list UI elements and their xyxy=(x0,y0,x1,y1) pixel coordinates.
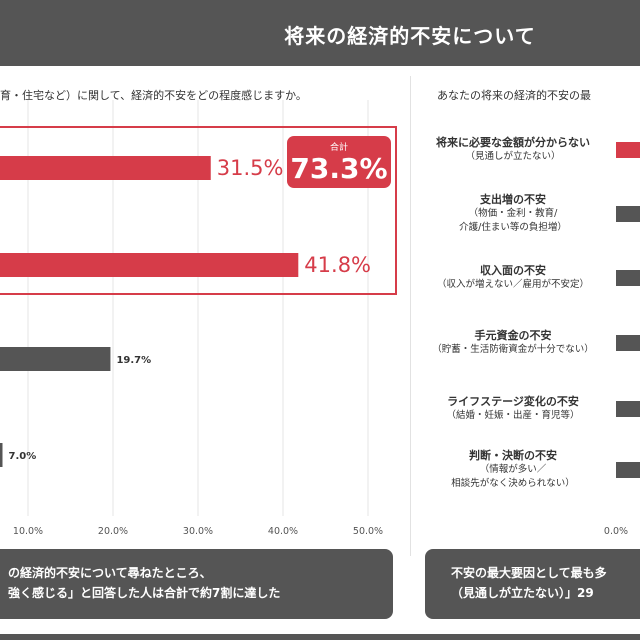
category-sub-text: （情報が多い／ xyxy=(479,464,547,475)
category-sub-text: （結婚・妊娠・出産・育児等） xyxy=(446,410,580,421)
left-summary-box: の経済的不安について尋ねたところ、 強く感じる」と回答した人は合計で約7割に達し… xyxy=(0,549,393,619)
category-sub-text: （収入が増えない／雇用が不安定） xyxy=(436,279,589,290)
data-label-1: 41.8% xyxy=(304,253,371,277)
right-category-label-5: 判断・決断の不安 （情報が多い／ 相談先がなく決められない） xyxy=(418,449,608,491)
bar-0 xyxy=(0,156,211,180)
right-question: あなたの将来の経済的不安の最 xyxy=(437,89,591,102)
right-summary-box: 不安の最大要因として最も多 （見通しが立たない）」29 xyxy=(425,549,640,619)
right-category-label-2: 収入面の不安 （収入が増えない／雇用が不安定） xyxy=(418,264,608,292)
right-category-label-4: ライフステージ変化の不安 （結婚・妊娠・出産・育児等） xyxy=(418,395,608,423)
x-tick-label-3: 40.0% xyxy=(268,526,298,537)
highlight-frame xyxy=(0,126,397,295)
bottom-border xyxy=(0,634,640,640)
category-main-text: 収入面の不安 xyxy=(480,264,546,277)
bar-2 xyxy=(0,347,111,371)
right-bar-0 xyxy=(616,142,640,158)
category-sub-text: （貯蓄・生活防衛資金が十分でない） xyxy=(432,344,594,355)
left-summary-line-1: の経済的不安について尋ねたところ、 xyxy=(8,566,212,580)
right-bar-4 xyxy=(616,401,640,417)
right-x-tick-label-0: 0.0% xyxy=(604,526,628,537)
data-label-0: 31.5% xyxy=(217,156,284,180)
category-sub-text: 介護/住まい等の負担増） xyxy=(459,222,567,233)
category-main-text: 手元資金の不安 xyxy=(474,329,552,342)
category-main-text: 判断・決断の不安 xyxy=(469,449,557,462)
left-question: 育・住宅など）に関して、経済的不安をどの程度感じますか。 xyxy=(0,89,307,102)
right-summary-line-1: 不安の最大要因として最も多 xyxy=(451,566,607,580)
category-main-text: ライフステージ変化の不安 xyxy=(447,395,579,408)
x-tick-label-4: 50.0% xyxy=(353,526,383,537)
right-bar-5 xyxy=(616,462,640,478)
category-sub-text: 相談先がなく決められない） xyxy=(451,478,575,489)
right-bar-2 xyxy=(616,270,640,286)
category-sub-text: （物価・金利・教育/ xyxy=(468,208,558,219)
left-summary-line-2: 強く感じる」と回答した人は合計で約7割に達した xyxy=(8,586,281,600)
right-category-label-0: 将来に必要な金額が分からない （見通しが立たない） xyxy=(418,136,608,164)
total-label: 合計 xyxy=(329,143,348,153)
bar-1 xyxy=(0,253,299,277)
page-title: 将来の経済的不安について xyxy=(284,24,536,48)
right-category-label-1: 支出増の不安 （物価・金利・教育/介護/住まい等の負担増） xyxy=(418,193,608,235)
right-bar-3 xyxy=(616,335,640,351)
right-bar-1 xyxy=(616,206,640,222)
x-tick-label-1: 20.0% xyxy=(98,526,128,537)
header-bar: 将来の経済的不安について xyxy=(0,0,640,66)
category-sub-text: （見通しが立たない） xyxy=(465,151,561,162)
x-tick-label-2: 30.0% xyxy=(183,526,213,537)
right-category-label-3: 手元資金の不安 （貯蓄・生活防衛資金が十分でない） xyxy=(418,329,608,357)
panel-divider xyxy=(410,76,411,556)
category-main-text: 支出増の不安 xyxy=(480,193,546,206)
total-value: 73.3% xyxy=(290,152,388,185)
x-tick-label-0: 10.0% xyxy=(13,526,43,537)
bar-3 xyxy=(0,443,3,467)
category-main-text: 将来に必要な金額が分からない xyxy=(436,136,590,149)
data-label-2: 19.7% xyxy=(116,355,151,366)
total-badge: 合計 73.3% xyxy=(287,136,391,188)
data-label-3: 7.0% xyxy=(9,451,37,462)
right-summary-line-2: （見通しが立たない）」29 xyxy=(451,586,594,600)
